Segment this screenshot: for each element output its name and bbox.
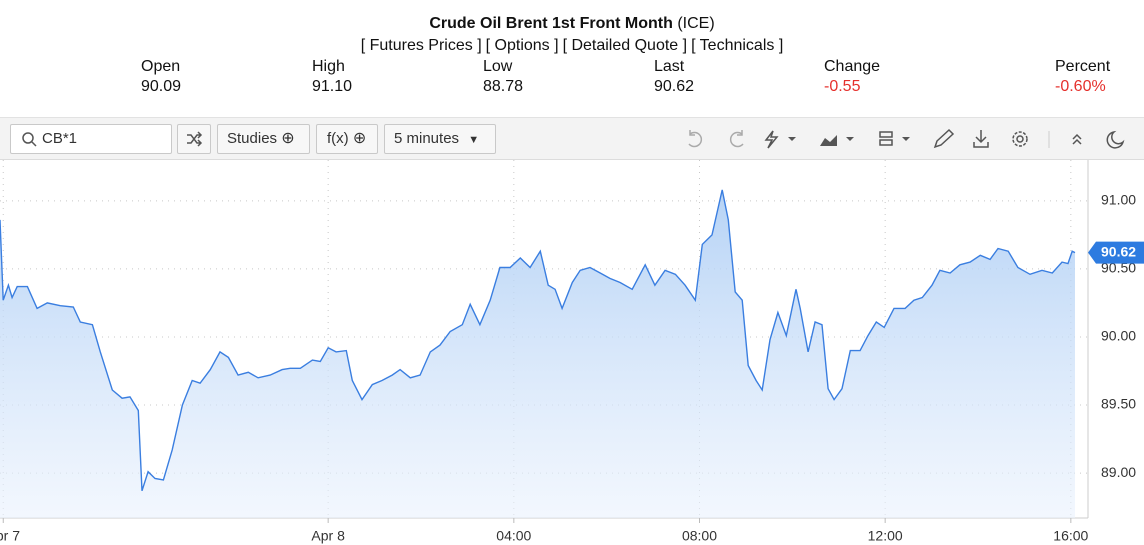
stat-label: Low [483, 58, 513, 75]
stat-value: 90.09 [141, 78, 182, 95]
fx-button[interactable]: f(x) ⊕ [316, 124, 378, 154]
stat-value: -0.55 [824, 78, 861, 95]
y-tick-label: 90.00 [1101, 328, 1136, 344]
annotate[interactable] [933, 128, 955, 149]
stat-value: -0.60% [1055, 78, 1106, 95]
chart: 89.00 89.50 90.00 90.50 91.00 Apr 7 Apr 8 04:00… [0, 160, 1144, 544]
draw-tools[interactable] [764, 130, 796, 149]
x-tick-label: 12:00 [868, 528, 903, 544]
header-links: [ Futures Prices ][ Options ][ Detailed … [0, 37, 1144, 55]
x-tick-label: 16:00 [1053, 528, 1088, 544]
toolbar: CB*1 Studies ⊕ f(x) ⊕ 5 minutes ▼ [0, 117, 1144, 160]
interval-label: 5 minutes [394, 130, 460, 147]
undo[interactable] [688, 130, 703, 148]
layout[interactable] [879, 131, 910, 146]
shuffle-icon [187, 131, 203, 147]
stat-label: Percent [1055, 58, 1111, 75]
stat-value: 88.78 [483, 78, 524, 95]
studies-label: Studies [227, 130, 278, 147]
header-title: Crude Oil Brent 1st Front Month (ICE) [0, 15, 1144, 33]
search-icon [22, 132, 37, 147]
last-price-tag [1088, 241, 1144, 264]
studies-button[interactable]: Studies ⊕ [217, 124, 310, 154]
symbol-search[interactable]: CB*1 [10, 124, 172, 154]
area [0, 189, 1075, 518]
header-link[interactable]: [ Options ] [485, 37, 559, 54]
price-line [0, 189, 1076, 492]
stat-value: 91.10 [312, 78, 353, 95]
compare-button[interactable] [177, 124, 211, 154]
symbol: CB*1 [42, 130, 78, 147]
y-tick-label: 89.00 [1101, 464, 1136, 480]
dropdown-arrow: ▼ [468, 134, 480, 146]
theme[interactable] [1106, 130, 1125, 149]
stat-label: Last [654, 58, 685, 75]
exchange: (ICE) [677, 15, 715, 32]
plus-icon: ⊕ [352, 130, 367, 147]
header-link[interactable]: [ Detailed Quote ] [562, 37, 688, 54]
stat-label: Open [141, 58, 181, 75]
x-tick-label: Apr 8 [311, 528, 345, 544]
fx-label: f(x) [327, 130, 349, 147]
chart-type[interactable] [820, 135, 854, 146]
collapse[interactable] [1072, 133, 1082, 145]
x-tick-label: 08:00 [682, 528, 717, 544]
interval-select[interactable]: 5 minutes ▼ [384, 124, 496, 154]
last-price-label: 90.62 [1101, 243, 1136, 259]
header-link[interactable]: [ Futures Prices ] [360, 37, 482, 54]
download[interactable] [973, 130, 989, 148]
stat-label: High [312, 58, 345, 75]
plus-icon: ⊕ [281, 130, 295, 147]
header-link[interactable]: [ Technicals ] [691, 37, 784, 54]
x-tick-label: Apr 7 [0, 528, 20, 544]
y-tick-label: 89.50 [1101, 396, 1136, 412]
x-tick-label: 04:00 [496, 528, 531, 544]
settings[interactable] [1012, 131, 1028, 147]
stat-value: 90.62 [654, 78, 695, 95]
y-tick-label: 90.50 [1101, 260, 1136, 276]
redo[interactable] [729, 130, 744, 148]
y-tick-label: 91.00 [1101, 192, 1136, 208]
toolbar-icons [688, 128, 1125, 149]
instrument-name: Crude Oil Brent 1st Front Month [429, 15, 673, 32]
stat-label: Change [824, 58, 881, 75]
